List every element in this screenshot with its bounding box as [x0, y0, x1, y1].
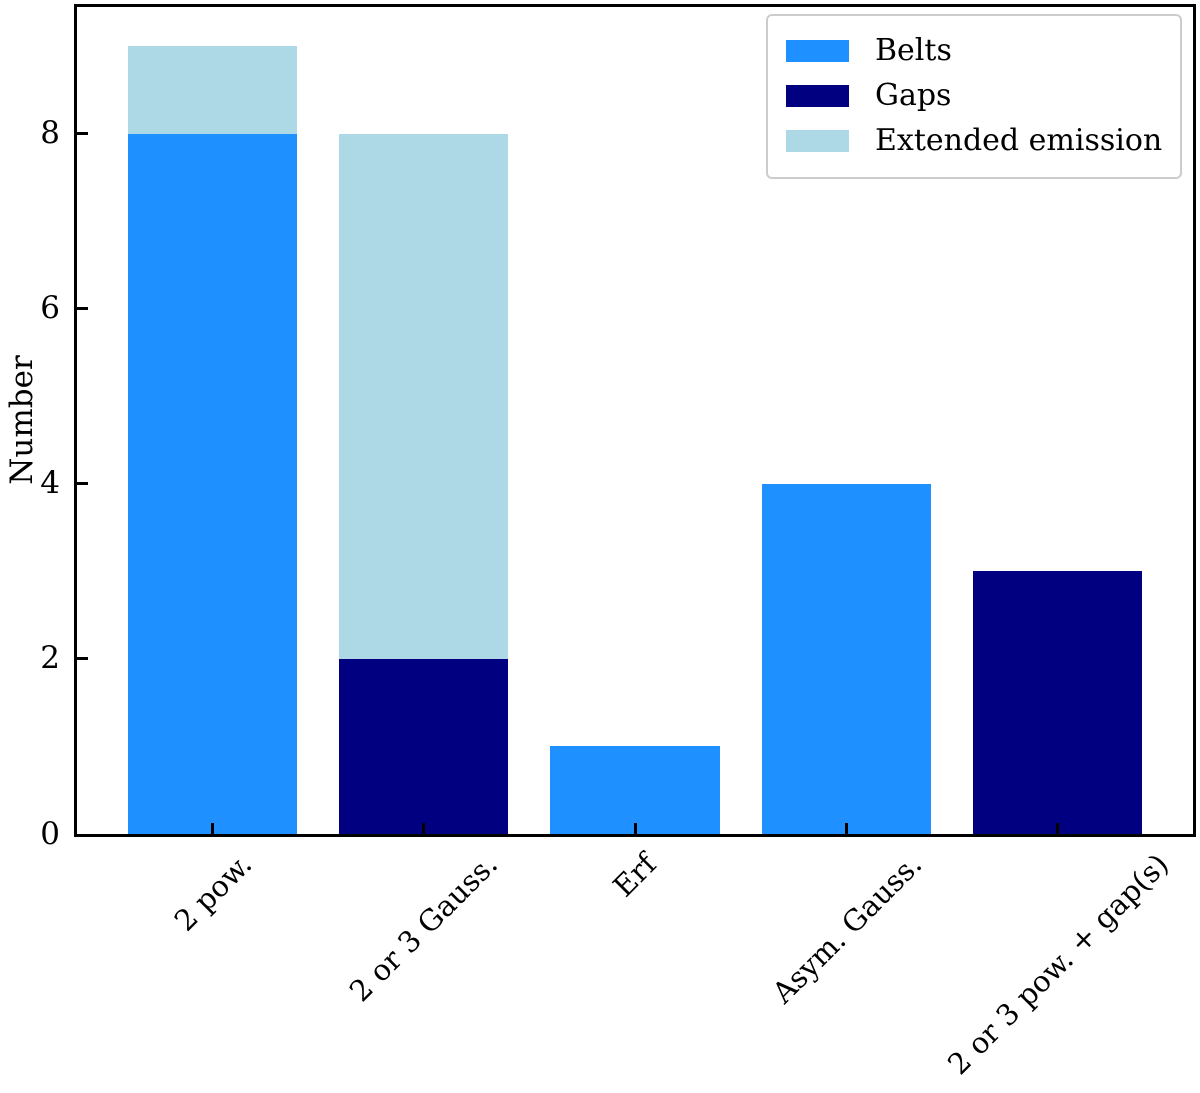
y-tick-label-6: 6 — [40, 290, 60, 327]
bar-segment-extended-emission-2-pow — [127, 46, 297, 134]
y-tick-label-4: 4 — [40, 465, 60, 502]
x-tick-erf — [633, 823, 637, 834]
legend-item-extended-emission: Extended emission — [786, 118, 1170, 163]
x-tick-label-2-or-3-gauss: 2 or 3 Gauss. — [343, 847, 505, 1009]
legend-label-extended-emission: Extended emission — [875, 122, 1163, 158]
x-tick-label-2-or-3-pow-gap-s: 2 or 3 pow. + gap(s) — [940, 847, 1176, 1082]
y-tick-label-0: 0 — [40, 815, 60, 852]
bar-segment-gaps-2-or-3-gauss — [339, 658, 509, 834]
legend-swatch-gaps-icon — [786, 84, 849, 107]
legend-item-gaps: Gaps — [786, 73, 1170, 118]
x-tick-label-2-pow: 2 pow. — [167, 847, 258, 938]
x-tick-label-erf: Erf — [606, 847, 664, 904]
bar-segment-extended-emission-2-or-3-gauss — [339, 133, 509, 659]
y-tick-2 — [77, 657, 88, 661]
x-tick-label-asym-gauss: Asym. Gauss. — [765, 847, 929, 1010]
legend-swatch-extended-emission-icon — [786, 129, 849, 152]
y-axis-label: Number — [4, 355, 40, 485]
bar-segment-belts-2-pow — [127, 133, 297, 834]
legend-label-belts: Belts — [875, 32, 952, 68]
y-tick-label-2: 2 — [40, 640, 60, 677]
y-tick-8 — [77, 132, 88, 136]
y-tick-label-8: 8 — [40, 115, 60, 152]
bar-segment-belts-erf — [550, 746, 720, 834]
bar-segment-belts-asym-gauss — [761, 483, 931, 834]
legend: Belts Gaps Extended emission — [766, 14, 1182, 179]
y-tick-4 — [77, 482, 88, 486]
legend-label-gaps: Gaps — [875, 77, 952, 113]
bar-segment-gaps-2-or-3-pow-gap-s — [973, 571, 1143, 834]
x-tick-asym-gauss — [844, 823, 848, 834]
legend-swatch-belts-icon — [786, 39, 849, 62]
y-tick-6 — [77, 307, 88, 311]
x-tick-2-or-3-pow-gap-s — [1056, 823, 1060, 834]
legend-item-belts: Belts — [786, 28, 1170, 73]
x-tick-2-pow — [210, 823, 214, 834]
x-tick-2-or-3-gauss — [422, 823, 426, 834]
